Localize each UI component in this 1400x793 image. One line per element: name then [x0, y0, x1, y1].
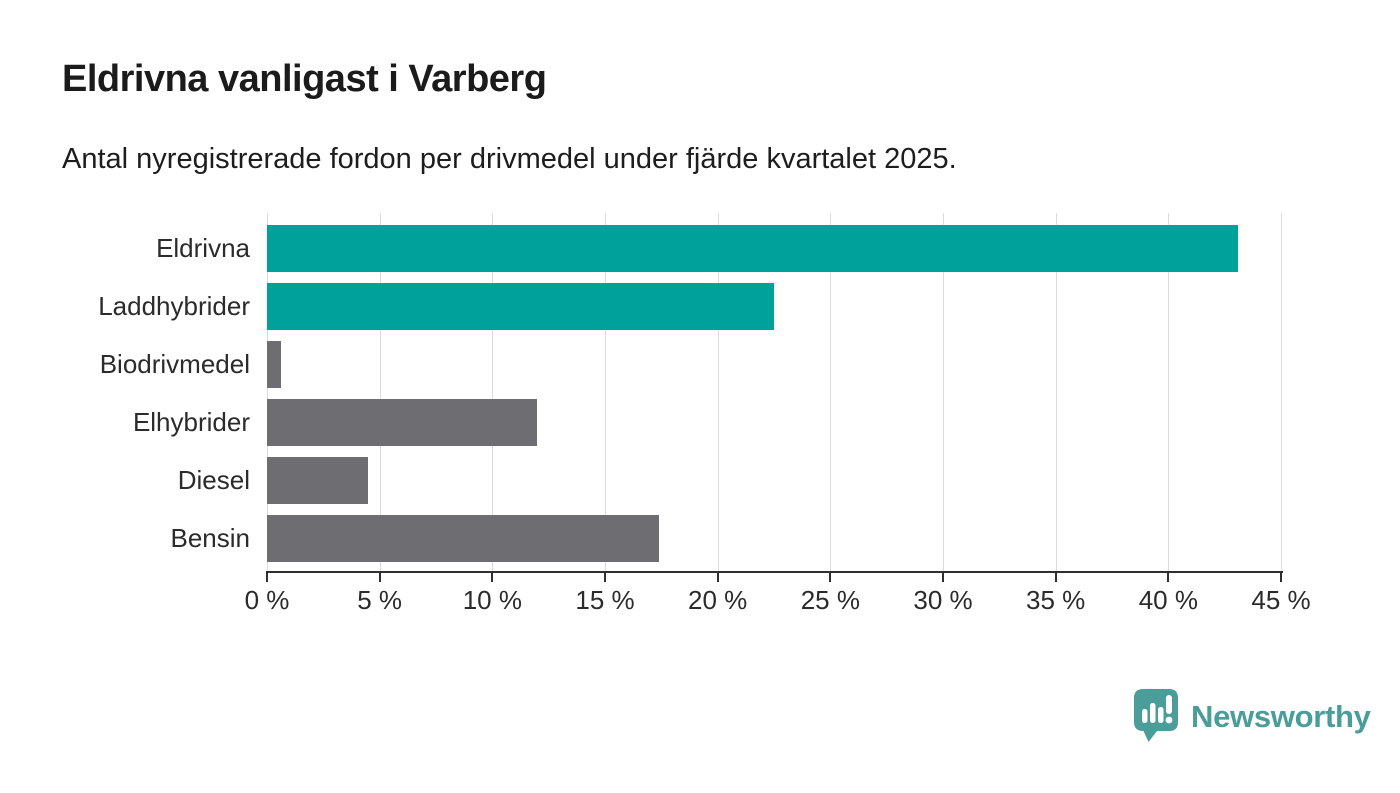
x-axis-tick-label: 0 %	[244, 585, 290, 615]
x-axis-tick	[1280, 571, 1282, 582]
gridline	[1055, 213, 1057, 571]
bar-elhybrider	[267, 399, 538, 446]
x-axis-tick-label: 40 %	[1138, 585, 1198, 615]
bar-eldrivna	[267, 225, 1239, 272]
gridline	[605, 213, 606, 571]
bar-laddhybrider	[267, 283, 774, 330]
x-axis-tick	[1054, 571, 1057, 582]
category-label: Biodrivmedel	[99, 349, 250, 379]
x-axis-tick	[266, 571, 268, 582]
x-axis-tick-label: 20 %	[688, 585, 748, 615]
x-axis-tick-label: 45 %	[1251, 585, 1311, 615]
plot-area: 0 % 5 % 10 % 15 % 20 % 25 % 30 % 35 % 40 % 45 %	[245, 213, 1311, 615]
x-axis-tick-label: 30 %	[913, 585, 973, 615]
x-axis-tick	[604, 571, 606, 582]
x-axis-line	[266, 571, 1283, 573]
x-axis-tick-label: 5 %	[357, 585, 403, 615]
category-labels: Eldrivna Laddhybrider Biodrivmedel Elhybrid…	[0, 213, 250, 571]
chart-subtitle: Antal nyregistrerade fordon per drivmede…	[62, 143, 957, 175]
chart-title: Eldrivna vanligast i Varberg	[62, 58, 547, 100]
gridline	[830, 213, 832, 571]
gridline	[267, 213, 268, 571]
x-axis-tick	[1167, 571, 1170, 582]
category-label: Diesel	[177, 465, 250, 495]
gridline	[1168, 213, 1170, 571]
newsworthy-logo-text: Newsworthy	[1191, 698, 1371, 734]
gridline	[492, 213, 494, 571]
x-axis-tick-label: 15 %	[575, 585, 635, 615]
bar-diesel	[267, 457, 369, 504]
x-axis-tick-label: 25 %	[800, 585, 860, 615]
newsworthy-logo: Newsworthy	[1133, 688, 1371, 745]
gridline	[379, 213, 381, 571]
x-axis-tick	[829, 571, 832, 582]
x-axis-tick	[491, 571, 494, 582]
category-label: Elhybrider	[132, 407, 250, 437]
newsworthy-logo-icon	[1134, 689, 1178, 742]
x-axis-tick	[378, 571, 381, 582]
bar-bensin	[267, 515, 660, 562]
x-axis-tick	[942, 571, 944, 582]
gridline	[943, 213, 944, 571]
x-axis-tick-label: 35 %	[1026, 585, 1086, 615]
gridline	[1281, 213, 1282, 571]
bar-biodrivmedel	[267, 341, 281, 388]
category-label: Laddhybrider	[98, 291, 250, 321]
category-label: Bensin	[170, 523, 251, 553]
gridline	[717, 213, 719, 571]
x-axis-tick	[716, 571, 719, 582]
category-label: Eldrivna	[156, 233, 250, 263]
x-axis-tick-label: 10 %	[462, 585, 522, 615]
